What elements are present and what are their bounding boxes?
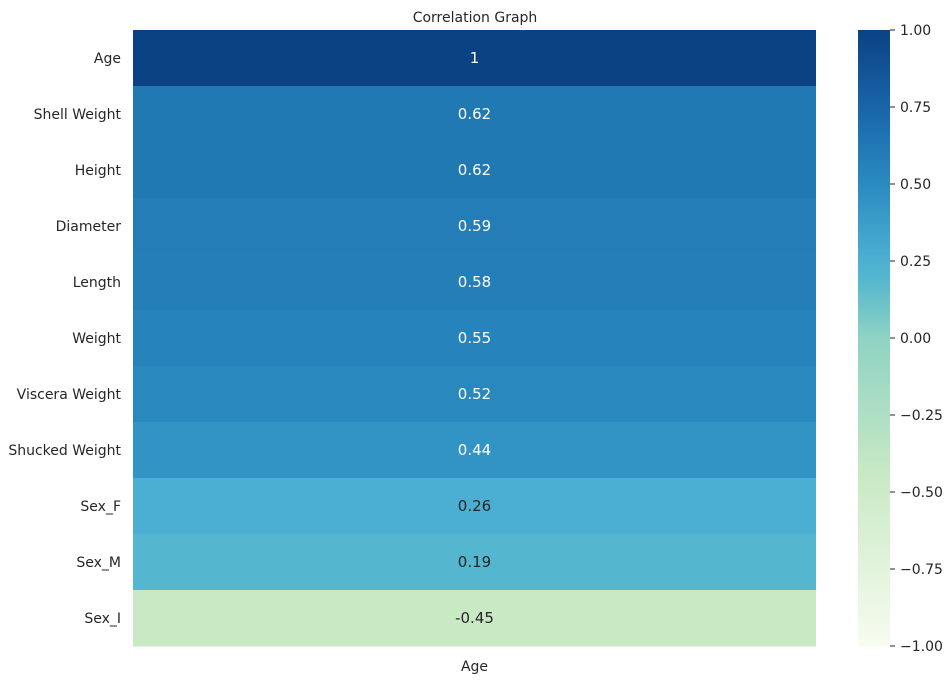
heatmap-cell xyxy=(133,30,816,87)
row-tick-label: Sex_F xyxy=(80,499,121,515)
row-labels: Age Shell Weight Height Diameter Length Weigh… xyxy=(8,51,121,627)
cell-value-label: 0.44 xyxy=(458,441,491,459)
colorbar-tick-label: −0.25 xyxy=(900,408,943,424)
colorbar-tick-label: 0.25 xyxy=(900,254,931,270)
row-tick-label: Diameter xyxy=(56,219,122,235)
row-tick-label: Viscera Weight xyxy=(17,387,122,403)
heatmap-cell xyxy=(133,366,816,423)
cell-value-label: 0.62 xyxy=(458,105,491,123)
colorbar-tick-label: 1.00 xyxy=(900,23,931,39)
colorbar-tick-label: 0.00 xyxy=(900,331,931,347)
colorbar-tick-label: 0.50 xyxy=(900,177,931,193)
row-tick-label: Height xyxy=(75,163,122,179)
cell-value-label: 0.62 xyxy=(458,161,491,179)
colorbar-tick-label: −0.75 xyxy=(900,562,943,578)
heatmap-cell xyxy=(133,478,816,535)
heatmap-cell xyxy=(133,422,816,479)
cell-value-label: 1 xyxy=(470,49,480,67)
colorbar-tick-label: −1.00 xyxy=(900,639,943,655)
colorbar: 1.00 0.75 0.50 0.25 0.00 −0.25 −0.50 −0.75 −1.00 xyxy=(858,23,943,655)
row-tick-label: Shell Weight xyxy=(34,107,122,123)
heatmap-cell xyxy=(133,310,816,367)
row-tick-label: Sex_M xyxy=(76,555,121,571)
cell-value-label: 0.55 xyxy=(458,329,491,347)
colorbar-gradient xyxy=(858,30,890,646)
colorbar-tick-label: 0.75 xyxy=(900,100,931,116)
heatmap-cell xyxy=(133,534,816,591)
cell-value-label: -0.45 xyxy=(455,609,494,627)
cell-value-label: 0.52 xyxy=(458,385,491,403)
cell-value-label: 0.26 xyxy=(458,497,491,515)
heatmap-cell xyxy=(133,86,816,143)
heatmap-cells: 1 0.62 0.62 0.59 0.58 0.55 0.52 0.44 0.26 0.19 -0.… xyxy=(133,30,816,647)
row-tick-label: Shucked Weight xyxy=(8,443,121,459)
heatmap-cell xyxy=(133,590,816,647)
cell-value-label: 0.59 xyxy=(458,217,491,235)
row-tick-label: Weight xyxy=(72,331,121,347)
cell-value-label: 0.58 xyxy=(458,273,491,291)
row-tick-label: Sex_I xyxy=(84,611,121,627)
column-labels: Age xyxy=(461,659,488,675)
colorbar-tick-label: −0.50 xyxy=(900,485,943,501)
column-tick-label: Age xyxy=(461,659,488,675)
heatmap-cell xyxy=(133,198,816,255)
row-tick-label: Age xyxy=(94,51,121,67)
row-tick-label: Length xyxy=(73,275,121,291)
cell-value-label: 0.19 xyxy=(458,553,491,571)
chart-title: Correlation Graph xyxy=(413,10,538,26)
heatmap-cell xyxy=(133,142,816,199)
heatmap-cell xyxy=(133,254,816,311)
